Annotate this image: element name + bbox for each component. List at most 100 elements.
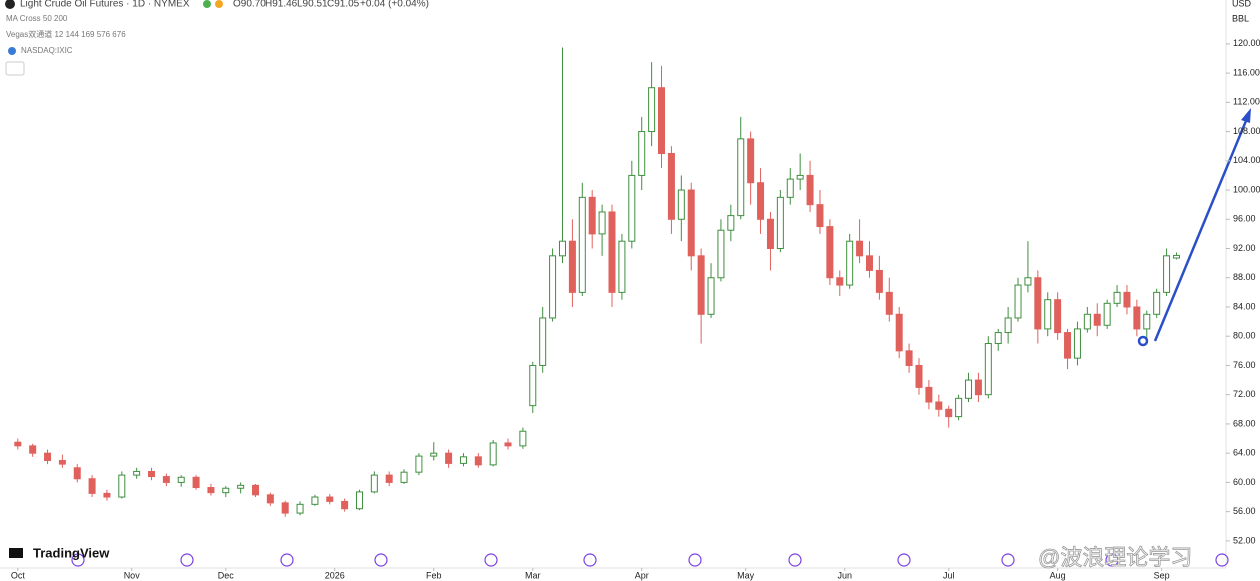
candle-body <box>103 492 111 498</box>
candle-body <box>776 196 784 250</box>
brand-logo <box>9 548 23 558</box>
candle <box>1133 299 1141 337</box>
candle <box>489 440 497 467</box>
candle-body <box>1153 291 1161 315</box>
candle-body <box>856 240 864 257</box>
candle <box>984 336 992 399</box>
collapse-button[interactable] <box>5 61 25 76</box>
candle-body <box>984 343 992 396</box>
ohlc-open: O90.70 <box>233 0 266 10</box>
candle-body <box>207 487 215 494</box>
watermark: @波浪理论学习 <box>1038 545 1192 570</box>
arrow-head <box>1241 108 1251 123</box>
candle-body <box>1083 313 1091 330</box>
candle-body <box>826 226 834 279</box>
candle-body <box>757 182 765 220</box>
currency[interactable]: USD <box>1232 0 1252 8</box>
candle <box>148 467 156 481</box>
unit[interactable]: BBL <box>1232 13 1249 23</box>
trend-arrow <box>1153 115 1250 342</box>
candle <box>638 116 646 191</box>
candle-body <box>816 204 824 228</box>
candle <box>222 486 230 498</box>
candle-body <box>628 174 636 242</box>
candle-body <box>1113 291 1121 304</box>
candle <box>370 471 378 494</box>
candle-body <box>974 379 982 396</box>
candle <box>1172 252 1180 260</box>
candle-body <box>14 441 22 447</box>
indicator[interactable]: NASDAQ:IXIC <box>21 46 73 55</box>
candle-body <box>875 269 883 293</box>
y-tick-label: 60.00 <box>1233 477 1256 487</box>
candle-body <box>885 291 893 315</box>
x-tick-label: Oct <box>11 570 26 580</box>
indicator[interactable]: MA Cross 50 200 <box>6 14 68 23</box>
candle <box>504 438 512 450</box>
candle <box>945 405 953 428</box>
y-tick-label: 100.00 <box>1233 184 1260 194</box>
candle-body <box>727 215 735 231</box>
candle-body <box>846 240 854 286</box>
candle-body <box>222 487 230 494</box>
candle-body <box>549 255 557 319</box>
candle <box>598 204 606 256</box>
candle-body <box>504 442 512 447</box>
candle-body <box>1004 317 1012 334</box>
candle-body <box>578 196 586 293</box>
marker-circle <box>1137 335 1149 347</box>
candle-body <box>1143 313 1151 330</box>
candle <box>1083 306 1091 333</box>
candle-body <box>608 211 616 293</box>
candle <box>1044 292 1052 337</box>
candle-body <box>58 459 66 465</box>
candle <box>955 394 963 421</box>
candle-body <box>965 379 973 399</box>
candle-body <box>311 496 319 505</box>
x-tick-label: May <box>737 570 755 580</box>
y-tick-label: 52.00 <box>1233 535 1256 545</box>
candle <box>697 248 705 344</box>
candle-body <box>1064 332 1072 359</box>
candle <box>895 306 903 359</box>
x-tick-label: Aug <box>1050 570 1066 580</box>
candle <box>757 168 765 234</box>
y-tick-label: 104.00 <box>1233 155 1260 165</box>
candle-body <box>638 131 646 176</box>
candle-body <box>994 332 1002 345</box>
candle-body <box>192 476 200 489</box>
candle <box>658 65 666 169</box>
candle-body <box>118 474 126 498</box>
candle <box>73 464 81 483</box>
y-tick-label: 84.00 <box>1233 301 1256 311</box>
candle <box>568 219 576 307</box>
candle <box>103 489 111 501</box>
compare-icon <box>8 47 16 55</box>
candle <box>865 241 873 278</box>
candle <box>474 453 482 468</box>
candle-body <box>658 87 666 154</box>
candle <box>1143 310 1151 340</box>
candle-body <box>558 240 566 257</box>
candle-body <box>737 138 745 217</box>
candle-body <box>370 474 378 493</box>
symbol-icon <box>5 0 15 9</box>
candle <box>1113 285 1121 307</box>
candle <box>786 168 794 205</box>
candle <box>677 175 685 242</box>
candle-body <box>945 408 953 418</box>
candle-body <box>935 401 943 410</box>
candle <box>747 131 755 205</box>
candle <box>29 443 37 457</box>
candle <box>296 501 304 516</box>
candle <box>856 219 864 264</box>
y-tick-label: 80.00 <box>1233 331 1256 341</box>
indicator[interactable]: Vegas双通道 12 144 169 576 676 <box>6 29 126 39</box>
candle <box>430 442 438 461</box>
candle <box>588 190 596 249</box>
candle <box>400 469 408 484</box>
candle-body <box>148 470 156 478</box>
candle-body <box>489 442 497 466</box>
